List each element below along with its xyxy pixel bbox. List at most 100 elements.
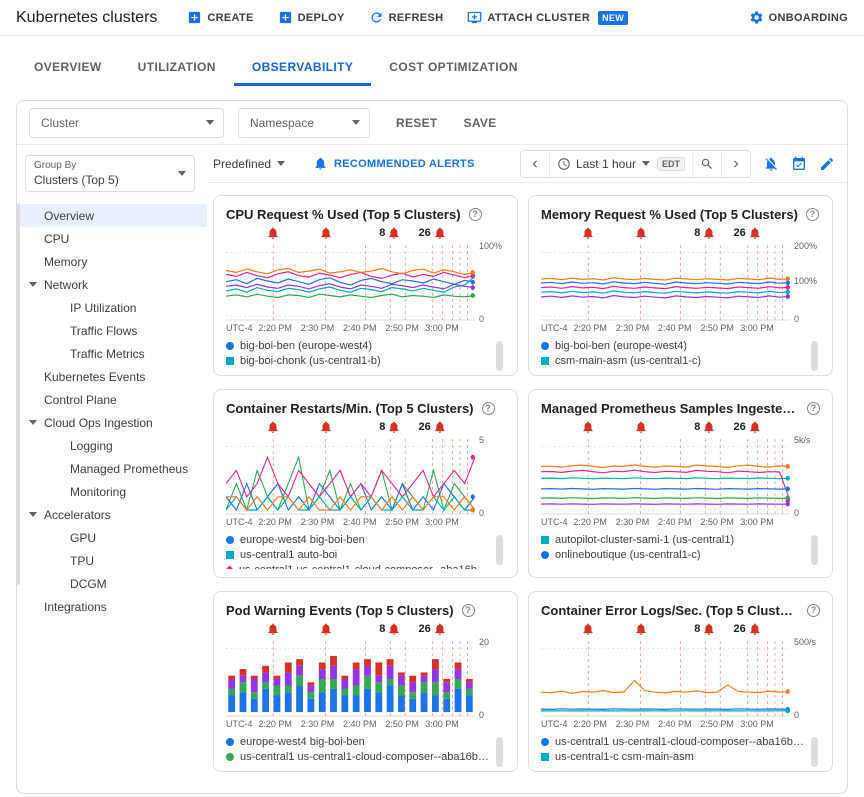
expand-arrow-icon[interactable] bbox=[29, 512, 44, 517]
alert-bell[interactable]: 8 bbox=[379, 420, 401, 434]
time-range-select[interactable]: Last 1 hour EDT bbox=[548, 150, 692, 177]
sidebar-item-tpu[interactable]: TPU bbox=[17, 549, 207, 572]
legend-scrollbar[interactable] bbox=[496, 341, 503, 371]
legend-item[interactable]: us-central1 us-central1-cloud-composer--… bbox=[226, 564, 489, 569]
alert-bell[interactable]: 26 bbox=[419, 226, 447, 240]
alert-bell[interactable] bbox=[634, 622, 648, 636]
alert-bell[interactable]: 8 bbox=[694, 622, 716, 636]
alert-bell[interactable] bbox=[581, 226, 595, 240]
time-prev-button[interactable] bbox=[521, 151, 549, 177]
zoom-search-button[interactable] bbox=[692, 150, 721, 177]
sidebar-item-kubernetes-events[interactable]: Kubernetes Events bbox=[17, 365, 207, 388]
legend-scrollbar[interactable] bbox=[811, 737, 818, 767]
alert-bell[interactable]: 8 bbox=[379, 226, 401, 240]
legend-item[interactable]: onlineboutique (us-central1-c) bbox=[541, 549, 701, 561]
refresh-button[interactable]: REFRESH bbox=[369, 10, 444, 25]
legend-item[interactable]: us-central1 us-central1-cloud-composer--… bbox=[541, 736, 804, 748]
sidebar-item-network[interactable]: Network bbox=[17, 273, 207, 296]
sidebar-scrollbar[interactable] bbox=[17, 203, 20, 585]
alert-bell[interactable] bbox=[319, 622, 333, 636]
chart-plot[interactable] bbox=[541, 439, 790, 515]
tab-observability[interactable]: OBSERVABILITY bbox=[233, 52, 372, 86]
deploy-button[interactable]: DEPLOY bbox=[278, 10, 345, 25]
alert-bell[interactable] bbox=[581, 420, 595, 434]
help-icon[interactable]: ? bbox=[807, 401, 820, 415]
alert-bell[interactable] bbox=[266, 420, 280, 434]
tab-utilization[interactable]: UTILIZATION bbox=[137, 60, 216, 74]
edit-dashboard-button[interactable] bbox=[819, 156, 835, 172]
alert-bell[interactable]: 26 bbox=[419, 622, 447, 636]
time-next-button[interactable] bbox=[721, 150, 750, 177]
recommended-alerts-button[interactable]: RECOMMENDED ALERTS bbox=[313, 156, 475, 171]
alert-bell[interactable]: 26 bbox=[734, 226, 762, 240]
sidebar-item-managed-prometheus[interactable]: Managed Prometheus bbox=[17, 457, 207, 480]
legend-item[interactable]: big-boi-ben (europe-west4) bbox=[226, 340, 372, 352]
create-button[interactable]: CREATE bbox=[187, 10, 253, 25]
tab-overview[interactable]: OVERVIEW bbox=[34, 60, 102, 74]
alert-bell[interactable] bbox=[319, 420, 333, 434]
help-icon[interactable]: ? bbox=[805, 207, 819, 221]
tab-cost-optimization[interactable]: COST OPTIMIZATION bbox=[389, 60, 518, 74]
legend-scrollbar[interactable] bbox=[496, 737, 503, 767]
legend-scrollbar[interactable] bbox=[811, 535, 818, 565]
sidebar-item-integrations[interactable]: Integrations bbox=[17, 595, 207, 618]
alert-bell[interactable] bbox=[581, 622, 595, 636]
chart-plot[interactable] bbox=[541, 245, 790, 321]
save-button[interactable]: SAVE bbox=[463, 115, 497, 130]
legend-item[interactable]: csm-main-asm (us-central1-c) bbox=[541, 355, 701, 367]
expand-arrow-icon[interactable] bbox=[29, 282, 44, 287]
legend-item[interactable]: europe-west4 big-boi-ben bbox=[226, 736, 365, 748]
mute-alerts-button[interactable] bbox=[763, 156, 779, 172]
sidebar-item-dcgm[interactable]: DCGM bbox=[17, 572, 207, 595]
sidebar-item-overview[interactable]: Overview bbox=[17, 204, 207, 227]
legend-scrollbar[interactable] bbox=[811, 341, 818, 371]
legend-item[interactable]: us-central1-c csm-main-asm bbox=[541, 751, 694, 763]
legend-item[interactable]: big-boi-chonk (us-central1-b) bbox=[226, 355, 381, 367]
sidebar-item-logging[interactable]: Logging bbox=[17, 434, 207, 457]
onboarding-button[interactable]: ONBOARDING bbox=[749, 10, 848, 25]
legend-item[interactable]: us-central1 auto-boi bbox=[226, 549, 337, 561]
alert-bell[interactable]: 8 bbox=[694, 420, 716, 434]
expand-arrow-icon[interactable] bbox=[29, 420, 44, 425]
help-icon[interactable]: ? bbox=[461, 603, 475, 617]
alert-bell[interactable] bbox=[634, 420, 648, 434]
group-by-select[interactable]: Group By Clusters (Top 5) bbox=[25, 155, 195, 192]
alert-bell[interactable]: 26 bbox=[734, 420, 762, 434]
sidebar-item-ip-utilization[interactable]: IP Utilization bbox=[17, 296, 207, 319]
predefined-select[interactable]: Predefined bbox=[213, 157, 286, 171]
alert-bell[interactable] bbox=[634, 226, 648, 240]
cluster-filter-select[interactable]: Cluster bbox=[29, 107, 224, 138]
calendar-button[interactable] bbox=[791, 156, 807, 172]
alert-bell[interactable]: 8 bbox=[694, 226, 716, 240]
alert-bell[interactable]: 8 bbox=[379, 622, 401, 636]
timezone-chip[interactable]: EDT bbox=[657, 156, 685, 171]
legend-item[interactable]: europe-west4 big-boi-ben bbox=[226, 534, 365, 546]
sidebar-item-control-plane[interactable]: Control Plane bbox=[17, 388, 207, 411]
legend-item[interactable]: autopilot-cluster-sami-1 (us-central1) bbox=[541, 534, 734, 546]
attach-cluster-button[interactable]: ATTACH CLUSTER NEW bbox=[467, 10, 629, 25]
namespace-filter-select[interactable]: Namespace bbox=[238, 107, 370, 138]
sidebar-item-traffic-flows[interactable]: Traffic Flows bbox=[17, 319, 207, 342]
reset-button[interactable]: RESET bbox=[396, 115, 438, 130]
sidebar-item-cpu[interactable]: CPU bbox=[17, 227, 207, 250]
alert-bell[interactable]: 26 bbox=[419, 420, 447, 434]
legend-item[interactable]: big-boi-ben (europe-west4) bbox=[541, 340, 687, 352]
chart-plot[interactable] bbox=[226, 439, 475, 515]
sidebar-item-traffic-metrics[interactable]: Traffic Metrics bbox=[17, 342, 207, 365]
sidebar-item-cloud-ops-ingestion[interactable]: Cloud Ops Ingestion bbox=[17, 411, 207, 434]
alert-bell[interactable]: 26 bbox=[734, 622, 762, 636]
sidebar-item-monitoring[interactable]: Monitoring bbox=[17, 480, 207, 503]
sidebar-item-accelerators[interactable]: Accelerators bbox=[17, 503, 207, 526]
chart-plot[interactable] bbox=[226, 641, 475, 717]
alert-bell[interactable] bbox=[319, 226, 333, 240]
alert-bell[interactable] bbox=[266, 622, 280, 636]
legend-scrollbar[interactable] bbox=[496, 535, 503, 565]
chart-plot[interactable] bbox=[541, 641, 790, 717]
chart-plot[interactable] bbox=[226, 245, 475, 321]
help-icon[interactable]: ? bbox=[807, 603, 820, 617]
help-icon[interactable]: ? bbox=[468, 207, 482, 221]
sidebar-item-gpu[interactable]: GPU bbox=[17, 526, 207, 549]
sidebar-item-memory[interactable]: Memory bbox=[17, 250, 207, 273]
legend-item[interactable]: us-central1 us-central1-cloud-composer--… bbox=[226, 751, 489, 763]
alert-bell[interactable] bbox=[266, 226, 280, 240]
